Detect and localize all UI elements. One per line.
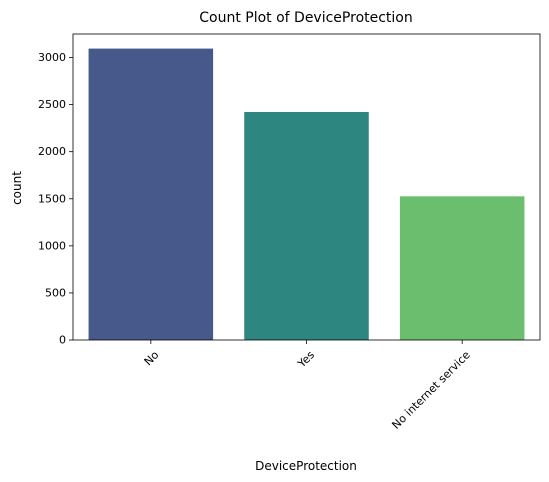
y-tick-label: 1000: [38, 239, 66, 252]
chart-title: Count Plot of DeviceProtection: [199, 10, 413, 26]
plot-frame: [72, 33, 541, 341]
y-axis: 0 500 1000 1500 2000 2500 3000: [38, 51, 73, 347]
bars-group: [88, 48, 525, 341]
bar-no-internet-service: [399, 196, 525, 340]
y-tick-label: 2500: [38, 98, 66, 111]
y-axis-label: count: [10, 171, 24, 205]
y-tick-label: 3000: [38, 51, 66, 64]
y-tick-label: 2000: [38, 145, 66, 158]
y-tick-label: 0: [59, 334, 66, 347]
x-tick-label: No internet service: [389, 348, 472, 431]
x-tick-label: No: [142, 348, 162, 368]
x-axis-label: DeviceProtection: [255, 459, 357, 473]
y-tick-label: 1500: [38, 192, 66, 205]
x-axis: No Yes No internet service: [142, 340, 473, 432]
y-tick-label: 500: [45, 286, 66, 299]
bar-yes: [244, 111, 369, 340]
bar-no: [88, 48, 214, 341]
x-tick-label: Yes: [295, 348, 318, 371]
